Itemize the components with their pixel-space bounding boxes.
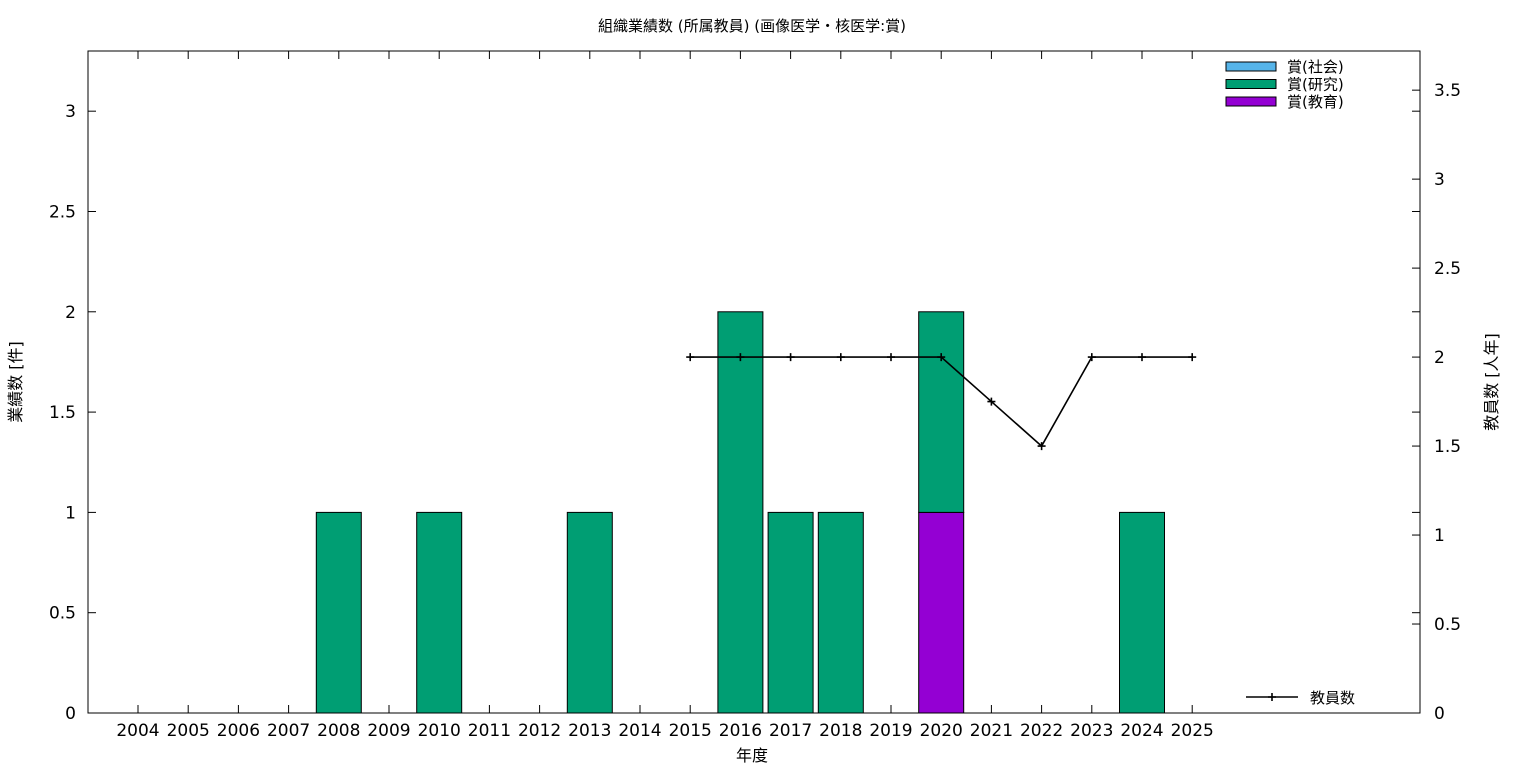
bar xyxy=(416,511,463,714)
y2-tick-label: 0.5 xyxy=(1434,615,1461,635)
bar xyxy=(918,311,965,513)
x-tick-label: 2007 xyxy=(267,721,310,741)
x-tick-label: 2005 xyxy=(167,721,210,741)
bar xyxy=(918,511,965,714)
x-tick-label: 2022 xyxy=(1020,721,1063,741)
x-tick-label: 2006 xyxy=(217,721,260,741)
y2-tick-label: 3 xyxy=(1434,170,1445,190)
bar xyxy=(817,511,864,714)
legend-label: 賞(研究) xyxy=(1287,76,1344,94)
y2-tick-label: 2 xyxy=(1434,348,1445,368)
legend-swatch xyxy=(1225,96,1277,107)
line-point xyxy=(887,353,895,362)
line-point xyxy=(786,353,795,362)
line-point xyxy=(686,353,695,362)
x-tick-label: 2013 xyxy=(568,721,611,741)
y-tick-label: 1.5 xyxy=(49,403,76,423)
x-tick-label: 2010 xyxy=(418,721,461,741)
y-tick-label: 2 xyxy=(65,303,76,323)
x-tick-label: 2008 xyxy=(317,721,360,741)
x-tick-label: 2020 xyxy=(920,721,963,741)
legend-label: 賞(社会) xyxy=(1287,58,1344,76)
x-tick-label: 2017 xyxy=(769,721,812,741)
y-tick-label: 3 xyxy=(65,102,76,122)
x-tick-label: 2011 xyxy=(468,721,511,741)
bar xyxy=(566,511,613,714)
line-point xyxy=(1037,442,1046,451)
y-tick-label: 0 xyxy=(65,704,76,724)
x-tick-label: 2019 xyxy=(869,721,912,741)
line-point xyxy=(937,353,946,362)
x-tick-label: 2014 xyxy=(618,721,661,741)
legend-label: 賞(教育) xyxy=(1287,93,1344,111)
y2-tick-label: 1.5 xyxy=(1434,437,1461,457)
y2-tick-label: 2.5 xyxy=(1434,259,1461,279)
x-tick-label: 2023 xyxy=(1070,721,1113,741)
line-point xyxy=(1138,353,1146,362)
plot-area: 0 0.5 1 1.5 2 2.5 3 0 0.5 1 1.5 2 2.5 3 3.5 2004 2005 200… xyxy=(49,50,1461,741)
line-point xyxy=(836,353,845,362)
y-tick-label: 1 xyxy=(65,503,76,523)
line-point xyxy=(736,353,745,362)
legend-swatch xyxy=(1225,79,1277,89)
bar xyxy=(717,311,764,714)
x-tick-label: 2024 xyxy=(1120,721,1163,741)
line-point xyxy=(987,397,996,406)
x-tick-label: 2018 xyxy=(819,721,862,741)
x-tick-label: 2009 xyxy=(367,721,410,741)
y2-tick-label: 1 xyxy=(1434,526,1445,546)
bar xyxy=(315,511,362,714)
x-tick-label: 2015 xyxy=(669,721,712,741)
line-point xyxy=(1188,353,1197,362)
bar xyxy=(1119,511,1165,714)
legend-line-label: 教員数 xyxy=(1310,689,1355,707)
x-tick-label: 2012 xyxy=(518,721,561,741)
y-tick-label: 0.5 xyxy=(49,604,76,624)
y2-tick-label: 0 xyxy=(1434,704,1445,724)
legend-line-marker xyxy=(1268,693,1276,701)
y-axis-label: 業績数 [件] xyxy=(6,341,25,423)
legend-swatch xyxy=(1225,61,1277,72)
x-axis-label: 年度 xyxy=(736,746,768,765)
y2-axis-label: 教員数 [人年] xyxy=(1482,333,1501,431)
bar xyxy=(767,511,814,714)
chart-title: 組織業績数 (所属教員) (画像医学・核医学:賞) xyxy=(598,17,906,35)
line-point xyxy=(1087,353,1096,362)
x-tick-label: 2016 xyxy=(719,721,762,741)
x-tick-label: 2025 xyxy=(1171,721,1214,741)
x-tick-label: 2004 xyxy=(116,721,159,741)
y-tick-label: 2.5 xyxy=(49,202,76,222)
x-tick-label: 2021 xyxy=(970,721,1013,741)
y2-tick-label: 3.5 xyxy=(1434,81,1461,101)
